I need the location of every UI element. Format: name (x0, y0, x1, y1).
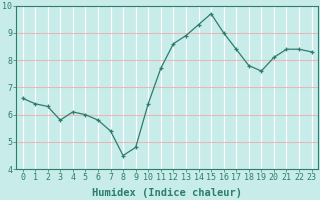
X-axis label: Humidex (Indice chaleur): Humidex (Indice chaleur) (92, 188, 242, 198)
